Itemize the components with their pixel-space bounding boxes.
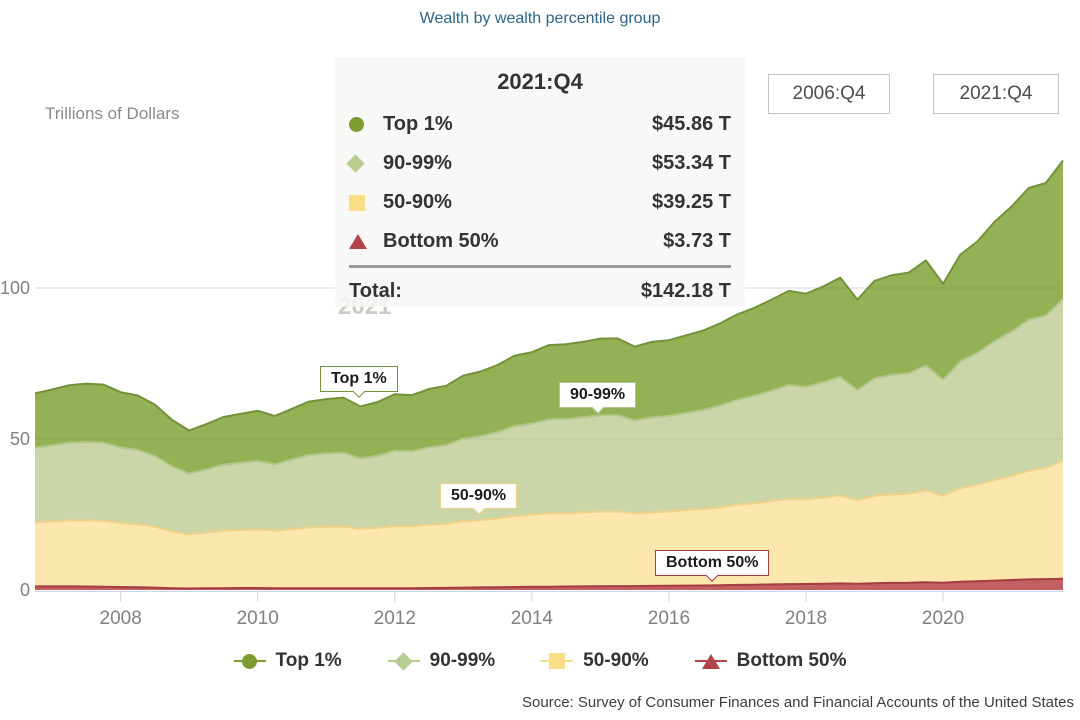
top1-circle-icon [349, 117, 364, 132]
y-axis-title: Trillions of Dollars [45, 104, 180, 123]
tooltip-label: Bottom 50% [383, 230, 499, 252]
legend-label: Bottom 50% [736, 650, 847, 671]
x-tick-label: 2016 [648, 608, 690, 629]
legend-item-top1[interactable]: Top 1% [233, 650, 342, 672]
tooltip-value: $3.73 T [663, 230, 731, 252]
x-tick-label: 2014 [511, 608, 554, 629]
tooltip-total-label: Total: [349, 279, 402, 302]
page-title: Wealth by wealth percentile group [419, 10, 661, 27]
range-selector-start[interactable]: 2006:Q4 [768, 74, 890, 114]
area-band-bottom50[interactable] [35, 578, 1063, 590]
tooltip-row-90-99: 90-99% $53.34 T [346, 144, 731, 183]
series-label-50-90: 50-90% [440, 483, 518, 515]
legend-label: Top 1% [275, 650, 342, 671]
legend-label: 50-90% [583, 650, 649, 671]
tooltip-row-50-90: 50-90% $39.25 T [349, 183, 731, 222]
tooltip-label: Top 1% [383, 113, 453, 135]
tooltip-value: $45.86 T [652, 113, 731, 135]
area-edge-top1 [34, 159, 1064, 432]
area-band-p90-99[interactable] [35, 299, 1063, 535]
area-edge-p50-90 [34, 459, 1064, 536]
90-99-diamond-icon [394, 651, 413, 671]
y-tick-label: 50 [10, 429, 30, 449]
legend-label: 90-99% [429, 650, 496, 671]
tooltip-value: $39.25 T [652, 191, 731, 213]
tooltip-row-top1: Top 1% $45.86 T [349, 105, 731, 144]
tooltip-row-bottom50: Bottom 50% $3.73 T [349, 222, 731, 261]
area-band-p50-90[interactable] [35, 460, 1063, 589]
tooltip-label: 90-99% [383, 152, 452, 174]
chart-legend: Top 1% 90-99% 50-90% Bottom 50% [0, 650, 1080, 672]
x-tick-label: 2012 [374, 608, 416, 629]
x-tick-label: 2018 [785, 608, 827, 629]
tooltip-label: 50-90% [383, 191, 452, 213]
tooltip-period: 2021:Q4 [497, 69, 583, 94]
legend-item-50-90[interactable]: 50-90% [541, 650, 649, 672]
series-label-top1: Top 1% [320, 366, 398, 398]
bottom50-triangle-icon [349, 234, 367, 249]
tooltip-divider [349, 265, 731, 268]
range-selector-end[interactable]: 2021:Q4 [933, 74, 1059, 114]
50-90-square-icon [349, 194, 365, 211]
top1-circle-icon [242, 653, 258, 669]
series-label-bottom50: Bottom 50% [655, 550, 770, 582]
tooltip-value: $53.34 T [652, 152, 731, 174]
series-label-90-99: 90-99% [559, 382, 637, 414]
area-edge-p90-99 [34, 298, 1064, 475]
x-tick-label: 2010 [237, 608, 279, 629]
chart-tooltip: 2021:Q4 Top 1% $45.86 T 90-99% $53.34 T … [335, 57, 745, 307]
source-note: Source: Survey of Consumer Finances and … [522, 694, 1074, 711]
bottom50-triangle-icon [701, 653, 720, 669]
y-tick-label: 100 [0, 278, 30, 298]
legend-item-bottom50[interactable]: Bottom 50% [694, 650, 847, 672]
y-tick-label: 0 [20, 580, 30, 600]
legend-item-90-99[interactable]: 90-99% [387, 650, 496, 672]
tooltip-total-row: Total: $142.18 T [349, 274, 731, 308]
area-edge-bottom50 [35, 577, 1064, 590]
50-90-square-icon [549, 653, 566, 669]
x-tick-label: 2008 [100, 608, 142, 629]
90-99-diamond-icon [346, 154, 365, 173]
tooltip-total-value: $142.18 T [640, 279, 731, 302]
x-tick-label: 2020 [922, 608, 964, 629]
area-band-top1[interactable] [35, 160, 1063, 474]
